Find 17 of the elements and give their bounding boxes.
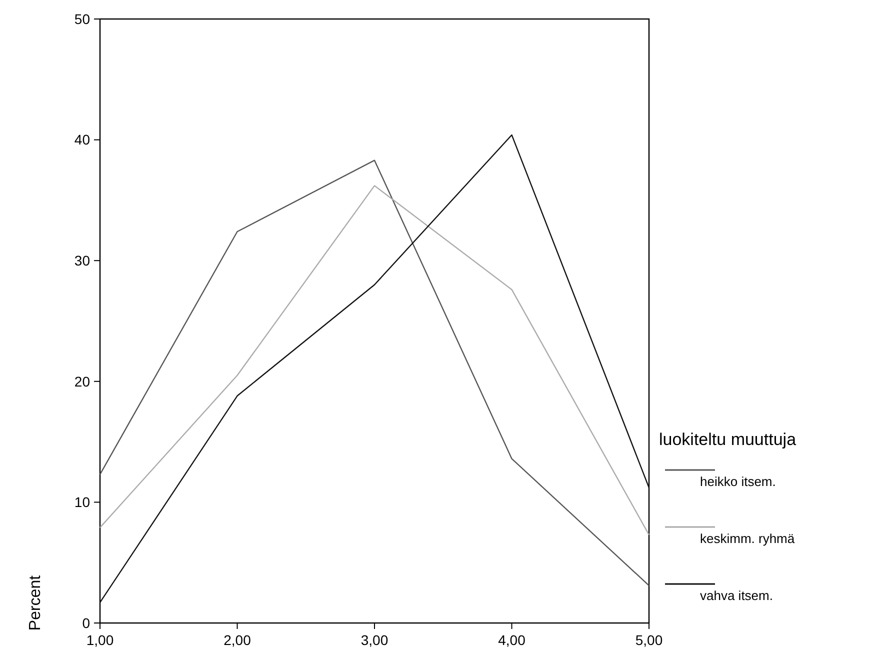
x-tick-label: 1,00 bbox=[86, 632, 114, 648]
y-tick-label: 30 bbox=[74, 252, 90, 268]
x-tick-label: 3,00 bbox=[360, 632, 388, 648]
y-tick-label: 50 bbox=[74, 10, 90, 27]
legend-title: luokiteltu muuttuja bbox=[659, 430, 797, 449]
y-axis-title: Percent bbox=[27, 574, 44, 631]
legend-label: vahva itsem. bbox=[700, 588, 773, 603]
line-series bbox=[99, 185, 650, 536]
x-tick-label: 4,00 bbox=[498, 632, 526, 648]
x-tick-label: 5,00 bbox=[635, 632, 663, 648]
y-tick-label: 40 bbox=[74, 132, 90, 148]
y-tick-label: 0 bbox=[82, 614, 90, 631]
x-tick-label: 2,00 bbox=[224, 632, 252, 648]
y-tick-label: 20 bbox=[74, 373, 90, 390]
legend-label: heikko itsem. bbox=[700, 474, 776, 489]
y-tick-label: 10 bbox=[74, 494, 90, 510]
legend-label: keskimm. ryhmä bbox=[700, 531, 796, 546]
